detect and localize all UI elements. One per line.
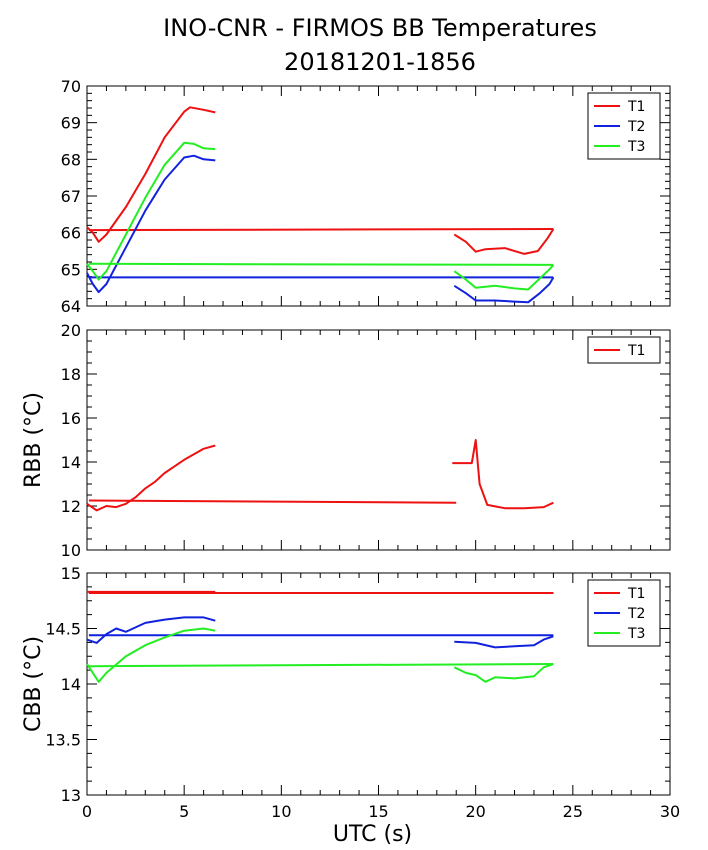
x-tick-label: 25 [563,802,583,821]
y-axis-label: CBB (°C) [21,636,46,732]
x-axis-label: UTC (s) [333,822,412,847]
y-tick-label: 69 [61,114,81,133]
legend: T1 T2 T3 [587,579,661,647]
legend-label-t3: T3 [627,139,645,155]
chart-title-line1: INO-CNR - FIRMOS BB Temperatures [163,14,597,42]
legend-label-t1: T1 [627,343,645,359]
series-t3-line [88,663,554,668]
series-t3-line [453,663,554,683]
legend-label-t1: T1 [627,586,645,602]
y-tick-label: 20 [61,321,81,340]
y-tick-label: 16 [61,409,81,428]
y-tick-label: 68 [61,150,81,169]
y-tick-label: 14.5 [45,620,81,639]
y-tick-label: 15 [61,564,81,583]
y-tick-label: 14 [61,453,81,472]
legend: T1 T2 T3 [587,92,661,160]
panel-top: 64 65 66 67 68 69 70 T1 T2 T3 [61,77,671,316]
series-t1-line [86,444,216,512]
y-tick-label: 64 [61,297,81,316]
series-t3-line [86,141,216,281]
series-t1-line [86,106,216,243]
series-t3-line [86,627,216,683]
series-t2-line [86,154,216,294]
x-tick-label: 0 [82,802,92,821]
y-tick-label: 10 [61,541,81,560]
legend-label-t2: T2 [627,119,645,135]
legend-label-t1: T1 [627,99,645,115]
x-tick-label: 20 [465,802,485,821]
series-t1-line [453,228,555,255]
panel-bottom: 13 13.5 14 14.5 15 0 5 10 15 20 25 30 UTC (s) CBB (°C… [21,564,680,847]
y-tick-label: 14 [61,675,81,694]
y-tick-label: 70 [61,77,81,96]
series-t2-line [453,276,555,304]
chart-title-line2: 20181201-1856 [284,48,476,76]
x-tick-label: 15 [368,802,388,821]
x-tick-label: 10 [271,802,291,821]
legend-label-t2: T2 [627,606,645,622]
y-tick-label: 13.5 [45,731,81,750]
legend-label-t3: T3 [627,626,645,642]
series-t1-line [452,439,554,510]
x-tick-label: 5 [179,802,189,821]
y-tick-label: 12 [61,497,81,516]
series-t2-line [454,635,554,649]
panel-middle: 10 12 14 16 18 20 RBB (°C) T1 [21,321,671,560]
y-tick-label: 18 [61,365,81,384]
y-tick-label: 65 [61,260,81,279]
series-t3-line [88,262,554,266]
series-t2-line [86,616,216,644]
series-t3-line [453,264,555,291]
plot-frame [86,572,671,796]
y-tick-label: 67 [61,187,81,206]
y-tick-label: 66 [61,224,81,243]
y-axis-label: RBB (°C) [21,392,46,488]
series-t1-line [88,499,457,504]
x-tick-label: 30 [660,802,680,821]
y-tick-label: 13 [61,786,81,805]
series-t1-line [88,228,554,232]
plot-frame [86,85,671,307]
legend: T1 [587,336,661,364]
plot-frame [86,329,671,551]
